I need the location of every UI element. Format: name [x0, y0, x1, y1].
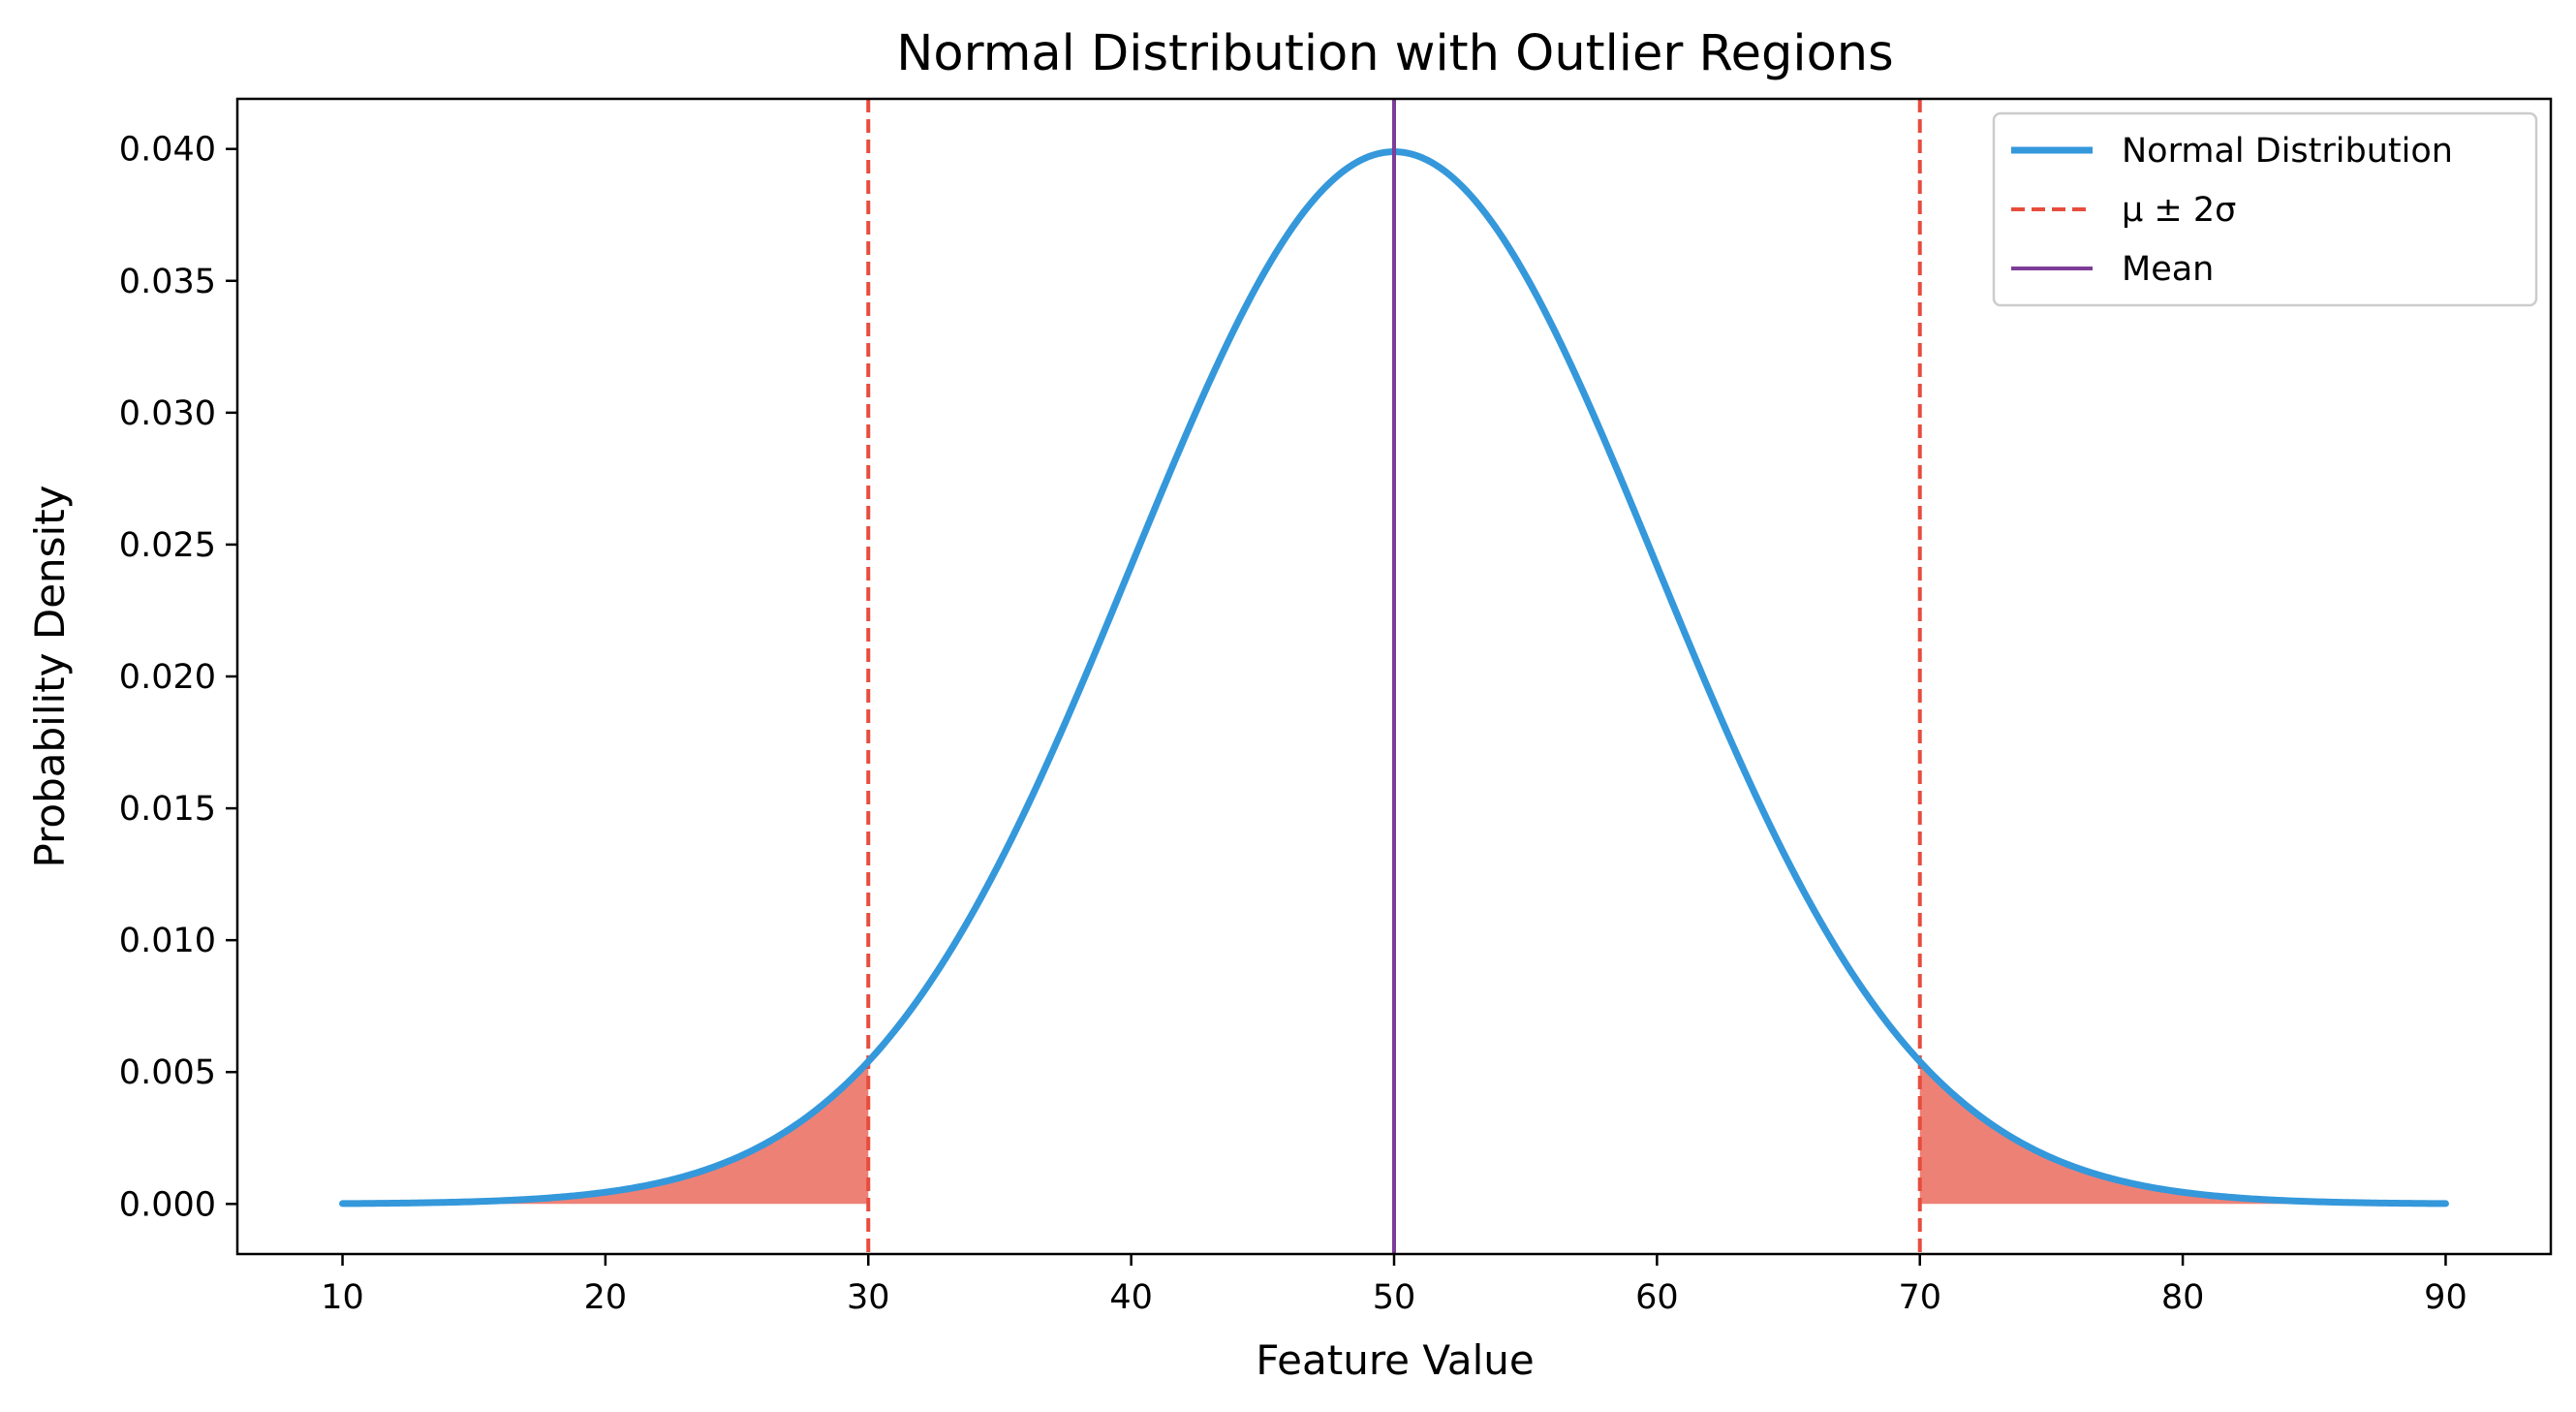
chart-title: Normal Distribution with Outlier Regions: [896, 25, 1893, 82]
x-tick-label: 30: [847, 1278, 890, 1317]
y-tick-label: 0.010: [119, 922, 216, 960]
x-tick-label: 10: [321, 1278, 364, 1317]
y-tick-label: 0.030: [119, 394, 216, 433]
legend-label-normal-distribution: Normal Distribution: [2122, 132, 2453, 171]
y-tick-label: 0.035: [119, 263, 216, 301]
x-tick-label: 40: [1109, 1278, 1153, 1317]
legend-label-mean: Mean: [2122, 250, 2214, 289]
y-tick-label: 0.000: [119, 1185, 216, 1224]
y-axis-ticks: 0.000 0.005 0.010 0.015 0.020 0.025 0.030 0.035…: [119, 131, 237, 1224]
x-axis-ticks: 10 20 30 40 50 60 70 80 90: [321, 1254, 2467, 1317]
legend: Normal Distribution μ ± 2σ Mean: [1992, 111, 2538, 307]
y-tick-label: 0.025: [119, 526, 216, 565]
x-tick-label: 50: [1373, 1278, 1416, 1317]
x-tick-label: 80: [2161, 1278, 2205, 1317]
y-axis-label: Probability Density: [26, 485, 74, 867]
legend-box: [1992, 111, 2538, 307]
series-lines: [339, 99, 2449, 1254]
y-tick-label: 0.020: [119, 658, 216, 697]
outlier-regions: [342, 1061, 2446, 1205]
y-tick-label: 0.040: [119, 131, 216, 170]
x-tick-label: 20: [584, 1278, 628, 1317]
outlier-region-left: [342, 1061, 869, 1205]
legend-label-two-sigma: μ ± 2σ: [2122, 191, 2236, 230]
y-tick-label: 0.005: [119, 1053, 216, 1092]
x-tick-label: 70: [1898, 1278, 1941, 1317]
x-axis-label: Feature Value: [1256, 1336, 1534, 1384]
x-tick-label: 90: [2424, 1278, 2467, 1317]
outlier-region-right: [1919, 1061, 2446, 1205]
x-tick-label: 60: [1635, 1278, 1679, 1317]
y-tick-label: 0.015: [119, 790, 216, 829]
